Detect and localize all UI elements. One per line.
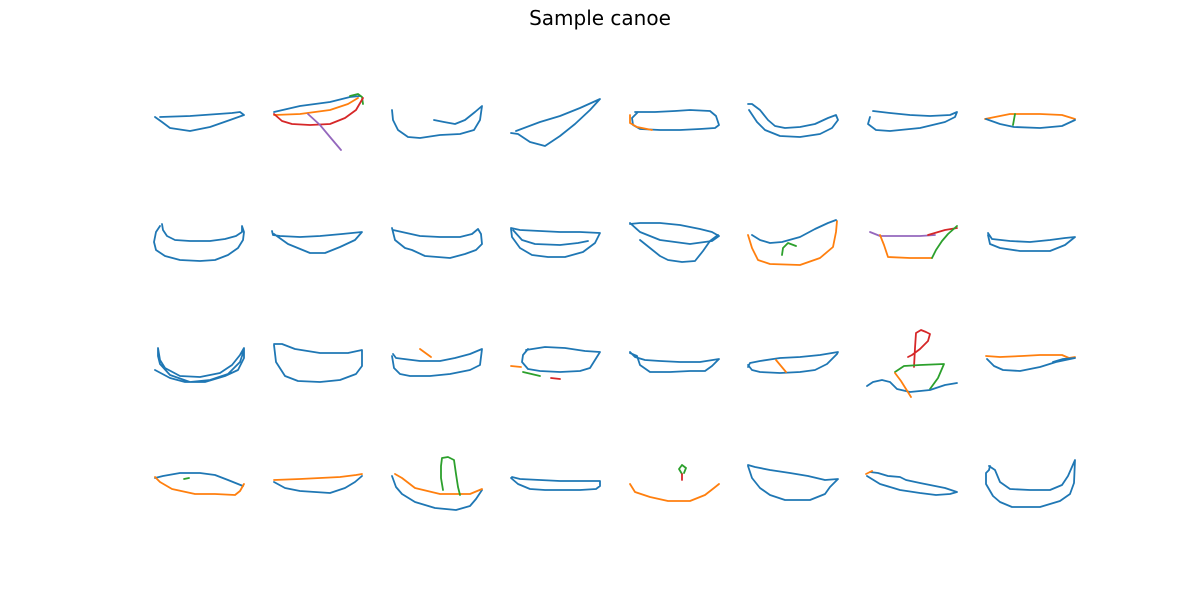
sketch-32-stroke-1 bbox=[985, 459, 1076, 508]
sketch-8-stroke-2 bbox=[985, 118, 1076, 129]
sketch-30-stroke-1 bbox=[747, 464, 839, 501]
sketch-1-stroke-1 bbox=[154, 111, 245, 132]
sketch-11-stroke-1 bbox=[391, 227, 483, 259]
canoe-sketch-24 bbox=[985, 354, 1076, 372]
sketch-3-stroke-1 bbox=[391, 105, 483, 139]
sketch-8-stroke-3 bbox=[1012, 113, 1016, 126]
canoe-sketch-9 bbox=[153, 223, 245, 262]
sketch-15-stroke-1 bbox=[869, 231, 936, 237]
canoe-sketch-25 bbox=[154, 472, 245, 496]
sketch-25-stroke-1 bbox=[154, 472, 244, 487]
sketch-2-stroke-2 bbox=[273, 97, 359, 116]
sketch-14-stroke-3 bbox=[781, 242, 797, 256]
sketch-13-stroke-1 bbox=[629, 222, 720, 245]
figure-title: Sample canoe bbox=[529, 6, 671, 30]
sketch-27-stroke-3 bbox=[440, 456, 461, 496]
canoe-sketch-13 bbox=[629, 222, 720, 263]
canoe-sketch-1 bbox=[154, 111, 245, 132]
canoe-sketch-19 bbox=[391, 348, 483, 377]
sketch-24-stroke-2 bbox=[986, 357, 1076, 372]
canoe-sketch-31 bbox=[865, 470, 958, 496]
canoe-sketch-12 bbox=[510, 227, 601, 258]
canoe-sketch-17 bbox=[154, 347, 245, 383]
canoe-sketch-4 bbox=[510, 98, 601, 147]
canoe-sketch-23 bbox=[866, 329, 958, 398]
sketch-31-stroke-1 bbox=[866, 471, 958, 496]
sketch-12-stroke-2 bbox=[512, 229, 589, 246]
canoe-sketch-26 bbox=[273, 473, 363, 494]
sketch-14-stroke-1 bbox=[747, 220, 838, 266]
canoe-sketch-7 bbox=[867, 110, 958, 132]
sketch-9-stroke-1 bbox=[153, 223, 245, 262]
canoe-sketch-30 bbox=[747, 464, 839, 501]
sketch-15-stroke-3 bbox=[879, 234, 933, 259]
sketch-19-stroke-2 bbox=[391, 348, 483, 377]
canoe-sketch-22 bbox=[747, 351, 839, 374]
canoe-sketch-14 bbox=[747, 219, 838, 266]
sketch-12-stroke-1 bbox=[510, 227, 601, 258]
sketch-6-stroke-1 bbox=[747, 103, 839, 138]
sketch-23-stroke-4 bbox=[894, 372, 912, 398]
sketch-28-stroke-1 bbox=[510, 476, 601, 491]
sketch-26-stroke-1 bbox=[273, 473, 363, 481]
sketch-23-stroke-3 bbox=[866, 379, 958, 393]
canoe-sketch-15 bbox=[869, 225, 958, 259]
canoe-sketch-6 bbox=[747, 103, 839, 138]
sketch-5-stroke-1 bbox=[631, 109, 720, 131]
sketch-7-stroke-1 bbox=[867, 110, 958, 132]
sketch-19-stroke-1 bbox=[419, 348, 432, 358]
sketch-26-stroke-2 bbox=[273, 475, 363, 494]
canoe-sketch-18 bbox=[273, 343, 363, 383]
sketch-14-stroke-2 bbox=[751, 219, 837, 244]
canoe-sketch-20 bbox=[510, 346, 601, 380]
sketch-31-stroke-2 bbox=[865, 470, 873, 475]
sketch-10-stroke-1 bbox=[271, 230, 363, 254]
sketch-23-stroke-1 bbox=[907, 329, 931, 368]
sketch-17-stroke-1 bbox=[154, 347, 245, 383]
sketch-16-stroke-1 bbox=[987, 232, 1076, 252]
sketch-25-stroke-3 bbox=[183, 477, 190, 480]
canoe-sketch-3 bbox=[391, 105, 483, 139]
sketch-20-stroke-4 bbox=[550, 377, 561, 380]
sketch-23-stroke-2 bbox=[894, 363, 945, 390]
canoe-sketch-28 bbox=[510, 476, 601, 491]
sketch-24-stroke-1 bbox=[985, 354, 1076, 359]
sketch-27-stroke-1 bbox=[391, 475, 483, 511]
canoe-sketch-27 bbox=[391, 456, 483, 511]
canoe-sketch-10 bbox=[271, 230, 363, 254]
sketch-18-stroke-1 bbox=[273, 343, 363, 383]
sketch-13-stroke-2 bbox=[639, 234, 719, 263]
sketch-8-stroke-1 bbox=[984, 113, 1076, 120]
canoe-sketch-29 bbox=[629, 464, 720, 502]
sketch-29-stroke-1 bbox=[629, 483, 720, 502]
sketch-15-stroke-4 bbox=[931, 225, 958, 259]
canoe-sketch-8 bbox=[984, 113, 1076, 129]
sketch-20-stroke-3 bbox=[522, 371, 541, 377]
sketch-29-stroke-2 bbox=[678, 464, 687, 475]
sketch-25-stroke-2 bbox=[154, 476, 245, 496]
sketch-2-stroke-5 bbox=[307, 113, 342, 151]
sketch-5-stroke-2 bbox=[629, 114, 653, 131]
sketch-4-stroke-1 bbox=[510, 98, 601, 147]
canoe-sketch-16 bbox=[987, 232, 1076, 252]
canoe-sketch-2 bbox=[273, 93, 364, 151]
sketch-2-stroke-1 bbox=[273, 95, 361, 113]
canoe-sketch-5 bbox=[629, 109, 720, 131]
sketch-21-stroke-1 bbox=[629, 351, 720, 373]
canoe-sketch-32 bbox=[985, 459, 1076, 508]
canoe-sketch-21 bbox=[629, 351, 720, 373]
sketch-20-stroke-1 bbox=[521, 346, 601, 373]
canoe-sketch-11 bbox=[391, 227, 483, 259]
sketch-20-stroke-2 bbox=[510, 365, 522, 368]
sketch-22-stroke-2 bbox=[775, 359, 787, 373]
sketch-27-stroke-2 bbox=[394, 473, 483, 495]
sketch-22-stroke-1 bbox=[747, 351, 839, 374]
